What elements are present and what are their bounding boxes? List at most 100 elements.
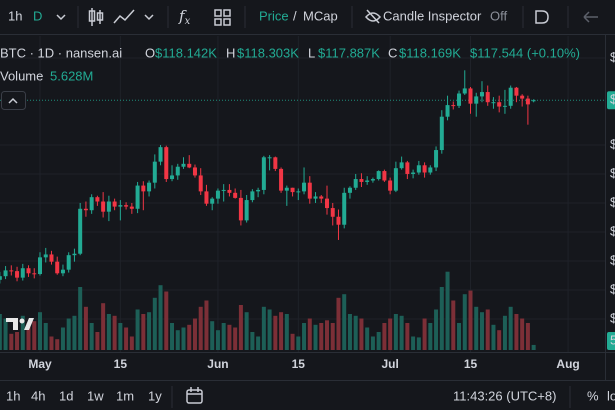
range-button[interactable]: 4h [31,388,45,403]
candle-body [342,192,347,225]
line-type-icon[interactable] [113,9,135,24]
chart-interval-button[interactable]: D [33,8,42,23]
volume-bar [118,323,123,350]
candle-body [497,102,502,107]
toolbar: 1h D fx Price / MCap Candle Inspector Of… [0,6,615,35]
volume-bar [187,324,192,350]
candle-body [192,167,197,176]
volume-bar [147,312,152,350]
change-value: $117.544 (+0.10%) [470,45,580,60]
layout-icon[interactable] [214,9,231,26]
volume-bar [238,305,243,350]
candle-body [124,205,129,207]
range-button[interactable]: 1w [87,388,104,403]
volume-bar [124,327,129,350]
volume-bar [26,323,31,350]
volume-bar [376,332,381,350]
volume-bar [233,327,238,350]
log-toggle[interactable]: log [607,388,615,403]
candle-body [319,196,324,199]
volume-bar [129,336,134,350]
interval-dropdown[interactable] [56,14,66,21]
volume-bar [250,332,255,350]
candle-body [411,172,416,174]
candle-body [290,187,295,193]
candle-body [439,116,444,151]
replay-icon[interactable] [535,10,549,24]
volume-bar [405,323,410,350]
collapse-legend-button[interactable] [1,91,26,110]
volume-bar [170,323,175,350]
bottom-bar: 11:43:26 (UTC+8) % log 1h 4h 1d 1w 1m 1y [0,380,615,408]
candle-body [238,197,243,221]
mcap-toggle[interactable]: MCap [303,8,338,23]
plot-area [0,70,536,350]
candle-body [256,189,261,192]
candle-body [514,87,519,96]
volume-bar [89,323,94,350]
volume-bar [221,323,226,350]
y-tick-label: $92.000K [610,281,615,296]
y-tick-label: $108.000K [610,165,615,180]
candle-body [141,185,146,192]
price-toggle[interactable]: Price [259,8,289,23]
volume-bar [273,315,278,350]
volume-bar [502,315,507,350]
candle-body [279,168,284,191]
candle-body [416,165,421,173]
volume-tag [607,332,615,350]
undo-button[interactable] [583,11,598,23]
candle-body [187,163,192,168]
ohlc-value: $118.142K [155,45,217,60]
volume-bar [342,294,347,350]
candle-body [20,268,25,278]
percent-toggle[interactable]: % [587,388,599,403]
candle-body [72,253,77,256]
candle-body [9,270,14,272]
candle-body [106,201,111,212]
volume-bar [192,318,197,350]
candle-inspector-button[interactable]: Candle Inspector [383,8,482,23]
volume-bar [422,318,427,350]
chart-type-dropdown[interactable] [144,14,154,21]
indicators-button[interactable]: fx [178,7,191,27]
volume-bar [491,324,496,350]
date-range-button[interactable] [186,387,203,404]
volume-bar [106,314,111,350]
volume-bar [3,318,8,350]
volume-bar [347,314,352,350]
candle-body [445,105,450,117]
volume-bar [416,337,421,350]
candle-body [221,189,226,191]
candle-body [66,255,71,270]
volume-bar [175,330,180,350]
interval-button[interactable]: 1h [8,8,22,23]
candle-body [405,162,410,174]
range-button[interactable]: 1y [148,388,162,403]
range-button[interactable]: 1h [6,388,20,403]
candle-body [152,161,157,183]
tradingview-logo [6,318,34,330]
candle-body [468,88,473,104]
volume-bar [290,333,295,350]
volume-bar [411,336,416,350]
range-button[interactable]: 1d [59,388,73,403]
candle-type-icon[interactable] [88,8,104,26]
volume-bar [479,312,484,350]
volume-bar [181,327,186,350]
candle-body [233,192,238,198]
candle-body [479,92,484,97]
candle-body [181,163,186,167]
candle-body [244,200,249,221]
candle-body [83,208,88,211]
candle-body [508,87,513,106]
volume-bar [261,306,266,350]
volume-bar [319,323,324,350]
candle-body [347,187,352,193]
range-button[interactable]: 1m [116,388,134,403]
eye-off-icon[interactable] [365,9,381,24]
volume-bar [520,318,525,350]
y-tick-label: $88.000K [610,310,615,325]
candle-body [261,157,266,190]
candle-body [474,96,479,104]
